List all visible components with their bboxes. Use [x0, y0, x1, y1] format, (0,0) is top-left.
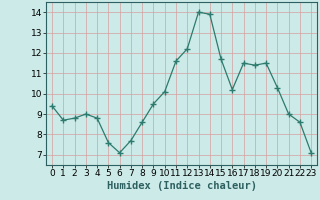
- X-axis label: Humidex (Indice chaleur): Humidex (Indice chaleur): [107, 181, 257, 191]
